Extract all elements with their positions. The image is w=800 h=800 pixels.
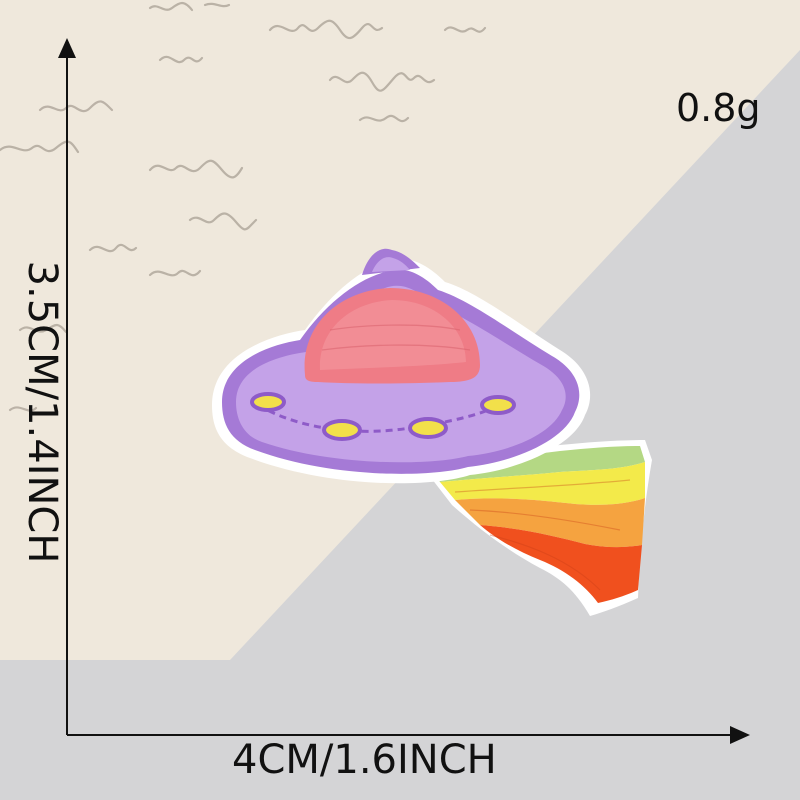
width-label: 4CM/1.6INCH bbox=[232, 737, 497, 783]
ufo-patch bbox=[212, 248, 591, 484]
measurement-axes bbox=[58, 38, 750, 744]
right-arrow-head-icon bbox=[730, 726, 750, 744]
up-arrow-head-icon bbox=[58, 38, 76, 58]
weight-label: 0.8g bbox=[676, 86, 761, 130]
rainbow-trail bbox=[425, 440, 652, 616]
height-label: 3.5CM/1.4INCH bbox=[19, 260, 65, 564]
